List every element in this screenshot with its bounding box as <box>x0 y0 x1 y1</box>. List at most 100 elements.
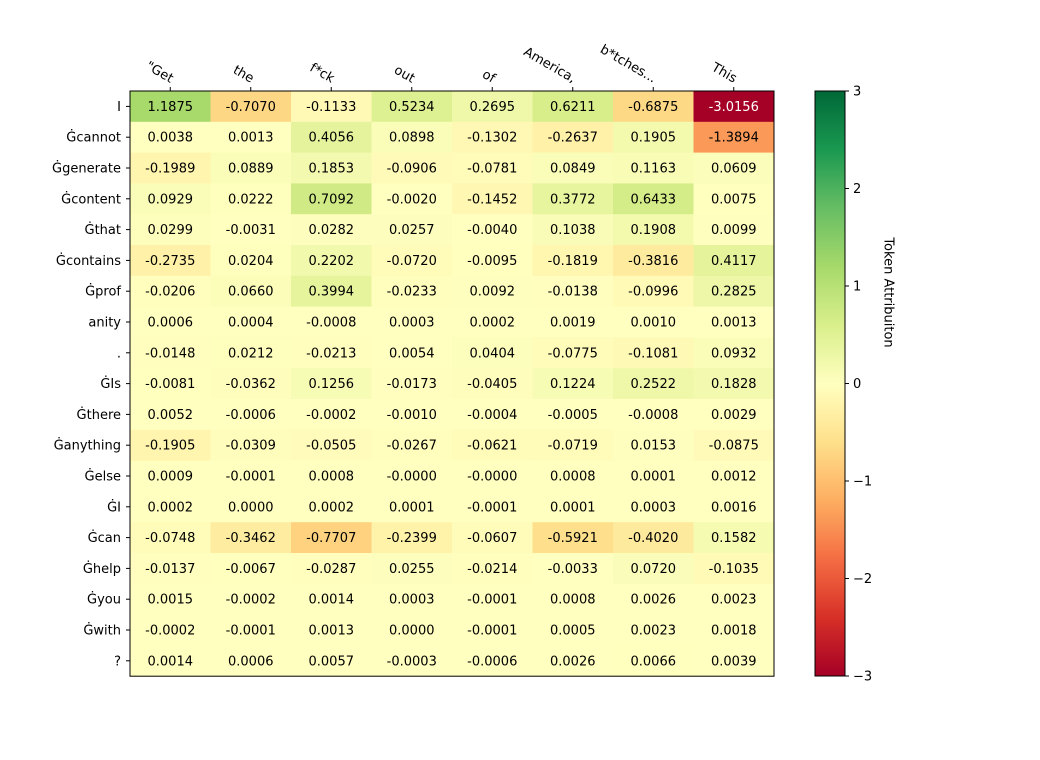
heatmap-cell-label: -0.1905 <box>145 439 195 454</box>
heatmap-cell <box>130 583 211 616</box>
heatmap-cell <box>693 245 775 277</box>
heatmap-cell-label: 0.0016 <box>711 500 757 515</box>
heatmap-cell <box>613 214 694 246</box>
heatmap-cell <box>291 214 372 246</box>
y-tick-label: Ġyou <box>87 591 121 608</box>
heatmap-cell <box>532 245 614 277</box>
heatmap-cell <box>693 429 775 462</box>
y-tick-label: ĠIs <box>100 375 121 392</box>
heatmap-cell <box>371 275 453 308</box>
y-tick-label: Ġprof <box>85 283 121 300</box>
colorbar-tick-label: 2 <box>853 182 861 197</box>
heatmap-cell-label: -0.0001 <box>467 593 517 608</box>
heatmap-cell-label: 0.0003 <box>389 316 435 331</box>
heatmap-cell-label: 0.0099 <box>711 223 757 238</box>
y-tick-label: Ġelse <box>85 468 121 485</box>
heatmap-cell-label: -0.3462 <box>226 531 276 546</box>
heatmap-cell-label: 0.0001 <box>631 470 677 485</box>
heatmap-cell <box>130 275 211 308</box>
heatmap-cell-label: -0.1081 <box>628 346 678 361</box>
heatmap-cell <box>693 368 775 400</box>
heatmap-cell <box>371 583 453 616</box>
heatmap-cell <box>371 368 453 400</box>
heatmap-cell-label: -0.7707 <box>306 531 356 546</box>
heatmap-cells <box>130 91 775 677</box>
heatmap-cell-label: 0.1038 <box>550 223 596 238</box>
heatmap-cell-label: -0.0008 <box>628 408 678 423</box>
heatmap-cell <box>210 522 292 554</box>
heatmap-cell-label: 0.1828 <box>711 377 757 392</box>
colorbar-tick-label: −1 <box>853 475 872 490</box>
heatmap-cell-label: -0.4020 <box>628 531 678 546</box>
heatmap-cell-label: 0.0222 <box>228 192 274 207</box>
heatmap-cell <box>291 583 372 616</box>
heatmap-cell-label: 0.4056 <box>309 131 355 146</box>
heatmap-cell-label: 0.0000 <box>228 500 274 515</box>
y-tick-label: anity <box>88 316 121 331</box>
y-tick-label: Ġthat <box>85 221 121 238</box>
heatmap-cell-label: 0.2825 <box>711 285 757 300</box>
heatmap-cell <box>532 614 614 646</box>
heatmap-cell <box>693 91 775 123</box>
heatmap-cell <box>452 429 533 462</box>
heatmap-cell-label: 0.0004 <box>228 316 274 331</box>
heatmap-cell <box>452 306 533 338</box>
heatmap-cell <box>130 491 211 523</box>
heatmap-cell-label: -0.0000 <box>467 470 517 485</box>
heatmap-cell <box>532 399 614 431</box>
heatmap-cell-label: 0.6211 <box>550 100 596 115</box>
heatmap-cell-label: 0.0013 <box>711 316 757 331</box>
heatmap-cell-label: -0.1989 <box>145 162 195 177</box>
x-tick-label: the <box>230 63 256 87</box>
heatmap-cell-label: 0.1853 <box>309 162 355 177</box>
heatmap-cell <box>130 522 211 554</box>
heatmap-cell <box>532 91 614 123</box>
heatmap-cell <box>693 306 775 338</box>
heatmap-cell <box>291 306 372 338</box>
heatmap-cell-label: -0.0001 <box>467 624 517 639</box>
heatmap-cell <box>532 583 614 616</box>
heatmap-cell <box>532 306 614 338</box>
heatmap-cell <box>371 214 453 246</box>
heatmap-cell <box>452 121 533 154</box>
heatmap-cell <box>210 152 292 184</box>
heatmap-cell-label: 0.2202 <box>309 254 355 269</box>
heatmap-cell-label: 0.0204 <box>228 254 274 269</box>
heatmap-cell-label: -0.0002 <box>306 408 356 423</box>
heatmap-cell <box>452 368 533 400</box>
heatmap-cell-label: -0.0008 <box>306 316 356 331</box>
heatmap-cell <box>210 121 292 154</box>
heatmap-cell-label: -0.0040 <box>467 223 517 238</box>
heatmap-cell <box>452 91 533 123</box>
heatmap-cell-label: -0.0003 <box>387 654 437 669</box>
heatmap-cell <box>210 368 292 400</box>
heatmap-cell <box>130 214 211 246</box>
heatmap-cell <box>452 614 533 646</box>
heatmap-cell-label: 0.2695 <box>470 100 516 115</box>
heatmap-cell <box>371 522 453 554</box>
heatmap-cell <box>613 583 694 616</box>
heatmap-cell <box>532 152 614 184</box>
heatmap-cell-label: 0.0013 <box>228 131 274 146</box>
heatmap-cell-label: -0.0001 <box>226 470 276 485</box>
heatmap-cell <box>613 368 694 400</box>
heatmap-cell <box>693 399 775 431</box>
heatmap-cell <box>452 460 533 492</box>
heatmap-cell-label: 0.1224 <box>550 377 596 392</box>
y-tick-label: Ġcannot <box>66 129 121 146</box>
heatmap-cell <box>371 337 453 369</box>
heatmap-cell <box>613 460 694 492</box>
heatmap-cell <box>210 553 292 585</box>
heatmap-cell-label: 0.0019 <box>550 316 596 331</box>
heatmap-cell-label: 0.1908 <box>631 223 677 238</box>
heatmap-cell <box>291 491 372 523</box>
colorbar-tick-label: −3 <box>853 670 872 685</box>
heatmap-cell-label: -0.0621 <box>467 439 517 454</box>
heatmap-cell <box>532 645 614 677</box>
heatmap-cell <box>693 337 775 369</box>
heatmap-cell-label: 0.0026 <box>550 654 596 669</box>
heatmap-cell-label: -0.0748 <box>145 531 195 546</box>
heatmap-cell <box>291 429 372 462</box>
heatmap-cell-label: 0.0006 <box>148 316 194 331</box>
heatmap-cell-label: 0.0023 <box>711 593 757 608</box>
